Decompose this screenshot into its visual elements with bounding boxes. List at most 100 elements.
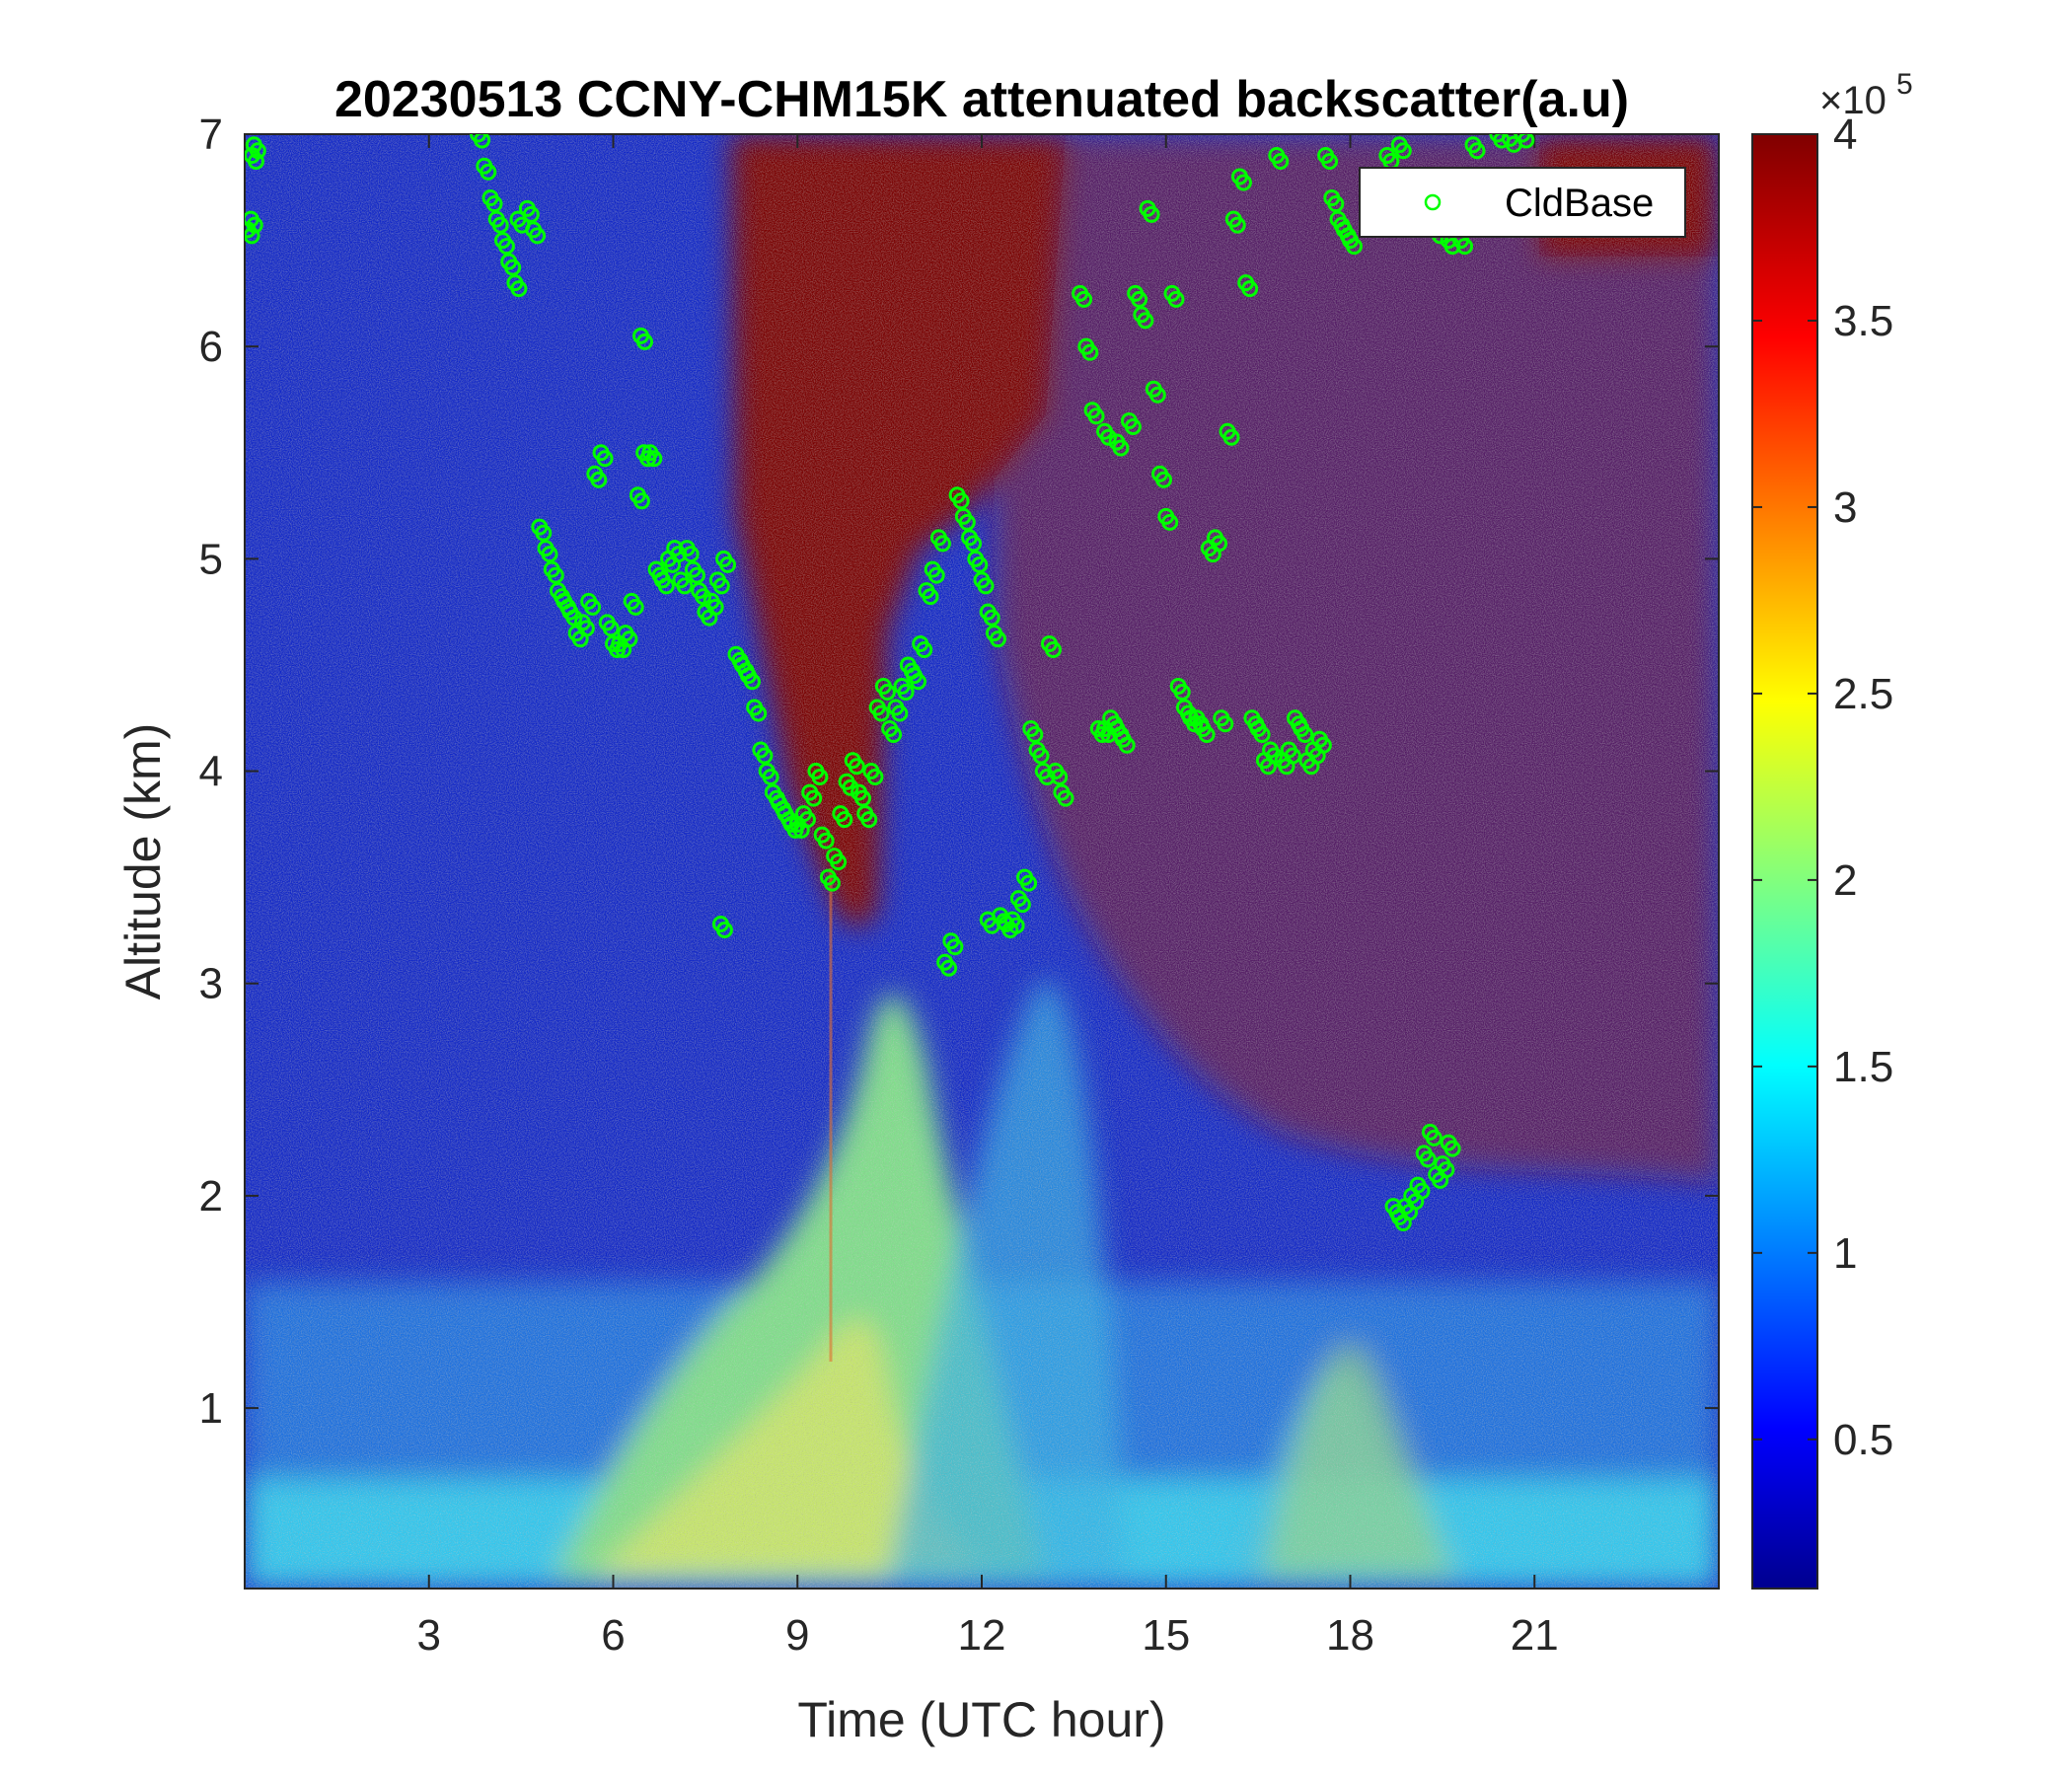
cldbase-point: [830, 853, 848, 871]
colorbar-tick-label: 2: [1833, 856, 1857, 905]
cldbase-point: [584, 598, 602, 616]
cldbase-point: [712, 577, 730, 595]
colorbar-tick-label: 0.5: [1833, 1416, 1893, 1464]
cldbase-point: [1167, 290, 1185, 308]
cldbase-point: [657, 577, 675, 595]
x-tick-label: 15: [1142, 1611, 1190, 1660]
cldbase-point: [1419, 1150, 1437, 1168]
cldbase-point: [632, 492, 650, 510]
cldbase-point: [1517, 134, 1535, 149]
cldbase-point: [602, 620, 620, 637]
cldbase-point: [1131, 290, 1148, 308]
cldbase-point: [860, 811, 878, 829]
cldbase-point: [885, 726, 903, 744]
cldbase-point: [1425, 1129, 1443, 1147]
y-tick-label: 2: [199, 1172, 223, 1221]
cldbase-point: [1007, 917, 1025, 934]
cldbase-point: [1143, 205, 1160, 223]
cldbase-point: [1032, 747, 1050, 765]
cldbase-point: [504, 259, 522, 276]
cldbase-point: [1173, 683, 1191, 701]
x-tick-label: 18: [1326, 1611, 1374, 1660]
x-axis-label: Time (UTC hour): [797, 1692, 1165, 1747]
cldbase-point: [762, 769, 779, 786]
cldbase-point: [1198, 726, 1216, 744]
cldbase-point: [1296, 726, 1314, 744]
cldbase-point: [743, 673, 761, 691]
x-tick-label: 6: [601, 1611, 625, 1660]
cldbase-point: [1100, 428, 1117, 446]
cldbase-point: [1081, 343, 1099, 361]
colorbar-ticks: 0.5 1 1.5 2 2.5 3 3.5 4: [1752, 111, 1893, 1464]
cldbase-point: [695, 588, 712, 606]
cldbase-point: [1253, 726, 1271, 744]
cldbase-point: [1211, 535, 1228, 553]
cldbase-point: [1155, 471, 1173, 488]
colorbar-tick-label: 2.5: [1833, 670, 1893, 718]
cldbase-point: [922, 588, 939, 606]
cldbase-point: [1020, 874, 1038, 892]
cldbase-point: [1057, 789, 1074, 807]
cldbase-point: [916, 640, 933, 658]
colorbar-tick-label: 4: [1833, 111, 1857, 159]
cldbase-point: [946, 938, 964, 956]
cldbase-point: [798, 811, 816, 829]
cldbase-point: [1321, 153, 1339, 171]
cldbase-point: [676, 577, 694, 595]
cldbase-point: [1087, 407, 1105, 425]
legend-label: CldBase: [1505, 182, 1654, 225]
cldbase-point: [688, 566, 705, 584]
cldbase-point: [247, 153, 264, 171]
cldbase-point: [1284, 747, 1301, 765]
x-tick-label: 21: [1511, 1611, 1559, 1660]
colorbar-gradient: [1751, 133, 1818, 1590]
cldbase-point: [1468, 142, 1486, 160]
cldbase-point: [983, 609, 1000, 627]
cldbase-point: [1456, 238, 1474, 256]
cldbase-point: [1228, 216, 1246, 234]
cldbase-point: [1217, 715, 1234, 733]
cldbase-point: [1026, 726, 1044, 744]
cldbase-point: [823, 874, 841, 892]
cldbase-point: [1266, 747, 1284, 765]
colorbar-tick-label: 1: [1833, 1229, 1857, 1278]
cldbase-point: [590, 471, 608, 488]
cldbase-point: [1272, 153, 1290, 171]
cldbase-point: [989, 630, 1006, 648]
cldbase-point: [470, 134, 487, 143]
cldbase-point: [971, 555, 989, 573]
cldbase-point: [1413, 1182, 1431, 1200]
y-tick-label: 3: [199, 960, 223, 1008]
cldbase-point: [529, 227, 547, 245]
cldbase-point: [1241, 280, 1259, 298]
cldbase-point: [952, 492, 970, 510]
cldbase-point: [1112, 439, 1130, 457]
chart-title: 20230513 CCNY-CHM15K attenuated backscat…: [334, 71, 1629, 128]
colorbar-exponent: 5: [1896, 68, 1913, 101]
cldbase-point: [977, 577, 995, 595]
y-axis-label: Altitude (km): [115, 723, 171, 1000]
colorbar-tick-label: 1.5: [1833, 1043, 1893, 1091]
cldbase-point: [1044, 640, 1062, 658]
cldbase-point: [565, 609, 583, 627]
cldbase-point: [491, 216, 509, 234]
cldbase-point: [836, 811, 853, 829]
cldbase-point: [480, 163, 497, 181]
cldbase-point: [1327, 195, 1345, 213]
cldbase-point: [474, 134, 491, 149]
cldbase-point: [547, 566, 564, 584]
cldbase-point: [485, 195, 503, 213]
cldbase-point: [577, 620, 595, 637]
legend: CldBase: [1359, 167, 1686, 238]
cldbase-point: [958, 513, 976, 531]
cldbase-point: [805, 789, 823, 807]
cldbase-point: [541, 546, 558, 563]
cldbase-point: [933, 535, 951, 553]
cldbase-point: [811, 769, 829, 786]
cldbase-point: [510, 280, 528, 298]
cldbase-point: [596, 450, 614, 468]
cldbase-point: [719, 555, 737, 573]
y-tick-label: 7: [199, 111, 223, 159]
cldbase-point: [246, 216, 263, 234]
